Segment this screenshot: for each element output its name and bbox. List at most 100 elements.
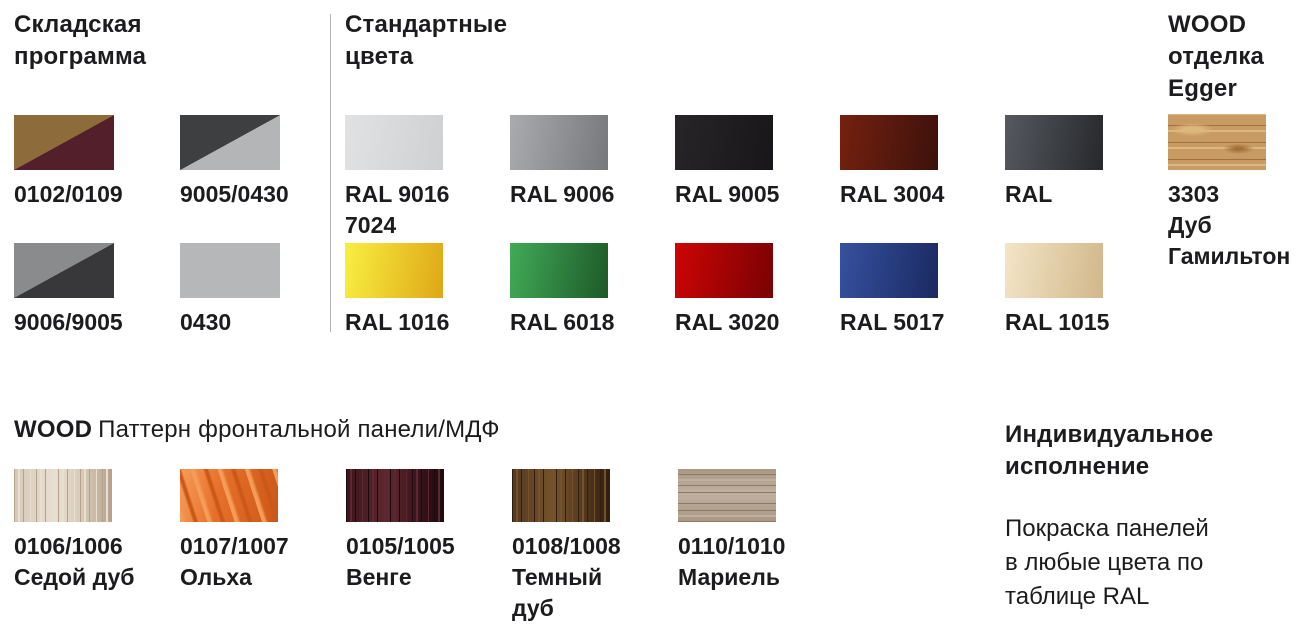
wood-pattern-swatch-grid: 0106/1006 Седой дуб 0107/1007 Ольха 0105/100…	[14, 469, 785, 624]
swatch-label-line: Гамильтон	[1168, 243, 1291, 269]
swatch-label: RAL 5017	[840, 307, 945, 338]
swatch-label-line: 3303	[1168, 181, 1220, 207]
swatch-label-line: дуб	[512, 595, 554, 621]
swatch-label-line: RAL 9016	[345, 181, 450, 207]
swatch-ral-9005: RAL 9005	[675, 115, 780, 243]
swatch-label-line: 0102/0109	[14, 181, 123, 207]
wood-egger-title: WOOD отделка Egger	[1168, 9, 1264, 105]
swatch-label-line: Мариель	[678, 564, 780, 590]
wood-pattern-title: WOOD Паттерн фронтальной панели/МДФ	[14, 414, 500, 446]
text-line: программа	[14, 43, 147, 70]
custom-finish-description: Покраска панелей в любые цвета по таблице …	[1005, 512, 1209, 614]
egger-swatch-grid: 3303 Дуб Гамильтон	[1168, 114, 1291, 272]
swatch-label: RAL 3004	[840, 179, 945, 210]
swatch-label: 0102/0109	[14, 179, 123, 210]
warehouse-swatch-grid: 0102/0109 9005/0430 9006/9005 0430	[14, 115, 289, 371]
color-chip	[345, 243, 443, 298]
swatch-label: RAL 1016	[345, 307, 450, 338]
swatch-label: 0107/1007 Ольха	[180, 531, 289, 593]
color-chip	[840, 243, 938, 298]
swatch-label-line: RAL 1015	[1005, 309, 1110, 335]
color-chip	[180, 243, 280, 298]
swatch-ral-3004: RAL 3004	[840, 115, 945, 243]
swatch-ral-6018: RAL 6018	[510, 243, 615, 371]
swatch-label: RAL 9016 7024	[345, 179, 450, 241]
swatch-label: 0105/1005 Венге	[346, 531, 455, 593]
text-line: Egger	[1168, 75, 1238, 102]
color-chip	[512, 469, 610, 522]
swatch-label: RAL 9006	[510, 179, 614, 210]
warehouse-program-title: Складская программа	[14, 9, 146, 73]
swatch-ral: RAL	[1005, 115, 1103, 243]
swatch-label: 9006/9005	[14, 307, 123, 338]
swatch-ral-3020: RAL 3020	[675, 243, 779, 371]
wood-pattern-title-rest: Паттерн фронтальной панели/МДФ	[98, 416, 500, 443]
text-line: Индивидуальное	[1005, 421, 1214, 448]
swatch-label-line: RAL 3004	[840, 181, 945, 207]
swatch-ral-5017: RAL 5017	[840, 243, 945, 371]
swatch-label-line: Темный	[512, 564, 603, 590]
swatch-ral-1016: RAL 1016	[345, 243, 450, 371]
text-line: WOOD	[1168, 11, 1247, 38]
swatch-label-line: RAL	[1005, 181, 1053, 207]
swatch-ral-1015: RAL 1015	[1005, 243, 1110, 371]
color-chip	[1005, 115, 1103, 170]
swatch-9005-0430: 9005/0430	[180, 115, 289, 243]
swatch-label: 9005/0430	[180, 179, 289, 210]
swatch-0110-1010: 0110/1010 Мариель	[678, 469, 785, 624]
color-chip	[510, 243, 608, 298]
swatch-label-line: 9006/9005	[14, 309, 123, 335]
swatch-0106-1006: 0106/1006 Седой дуб	[14, 469, 134, 624]
text-line: исполнение	[1005, 453, 1150, 480]
text-line: отделка	[1168, 43, 1265, 70]
wood-pattern-title-bold: WOOD	[14, 416, 93, 443]
swatch-label-line: RAL 6018	[510, 309, 615, 335]
text-line: цвета	[345, 43, 414, 70]
color-chip	[346, 469, 444, 522]
text-line: Складская	[14, 11, 142, 38]
color-chip	[510, 115, 608, 170]
swatch-0107-1007: 0107/1007 Ольха	[180, 469, 289, 624]
color-chip	[14, 469, 112, 522]
swatch-label: RAL 3020	[675, 307, 779, 338]
swatch-0102-0109: 0102/0109	[14, 115, 123, 243]
swatch-label: RAL 9005	[675, 179, 780, 210]
swatch-label-line: 0430	[180, 309, 232, 335]
swatch-label-line: RAL 9005	[675, 181, 780, 207]
swatch-label: RAL 6018	[510, 307, 615, 338]
standard-colors-title: Стандартные цвета	[345, 9, 507, 73]
swatch-label: 0108/1008 Темный дуб	[512, 531, 621, 624]
color-chip	[678, 469, 776, 522]
color-chip	[14, 115, 114, 170]
swatch-label: 0430	[180, 307, 280, 338]
swatch-0108-1008: 0108/1008 Темный дуб	[512, 469, 621, 624]
color-chip	[180, 115, 280, 170]
swatch-ral-9006: RAL 9006	[510, 115, 614, 243]
swatch-label-line: 0105/1005	[346, 533, 455, 559]
swatch-label-line: RAL 1016	[345, 309, 450, 335]
swatch-label: RAL 1015	[1005, 307, 1110, 338]
swatch-label-line: Ольха	[180, 564, 252, 590]
color-chip	[1005, 243, 1103, 298]
swatch-0430: 0430	[180, 243, 280, 371]
swatch-0105-1005: 0105/1005 Венге	[346, 469, 455, 624]
swatch-label-line: 7024	[345, 212, 397, 238]
custom-finish-title: Индивидуальное исполнение	[1005, 419, 1213, 483]
color-chip	[1168, 114, 1266, 170]
color-chip	[180, 469, 278, 522]
swatch-label: 3303 Дуб Гамильтон	[1168, 179, 1291, 272]
swatch-label-line: Дуб	[1168, 212, 1212, 238]
color-chip	[675, 243, 773, 298]
swatch-label-line: 9005/0430	[180, 181, 289, 207]
swatch-label-line: 0106/1006	[14, 533, 123, 559]
color-chip	[345, 115, 443, 170]
swatch-label: 0110/1010 Мариель	[678, 531, 785, 593]
swatch-label-line: RAL 5017	[840, 309, 945, 335]
swatch-label-line: 0107/1007	[180, 533, 289, 559]
swatch-9006-9005: 9006/9005	[14, 243, 123, 371]
text-line: Стандартные	[345, 11, 508, 38]
color-chip	[675, 115, 773, 170]
text-line: в любые цвета по	[1005, 549, 1204, 576]
swatch-label-line: Венге	[346, 564, 412, 590]
